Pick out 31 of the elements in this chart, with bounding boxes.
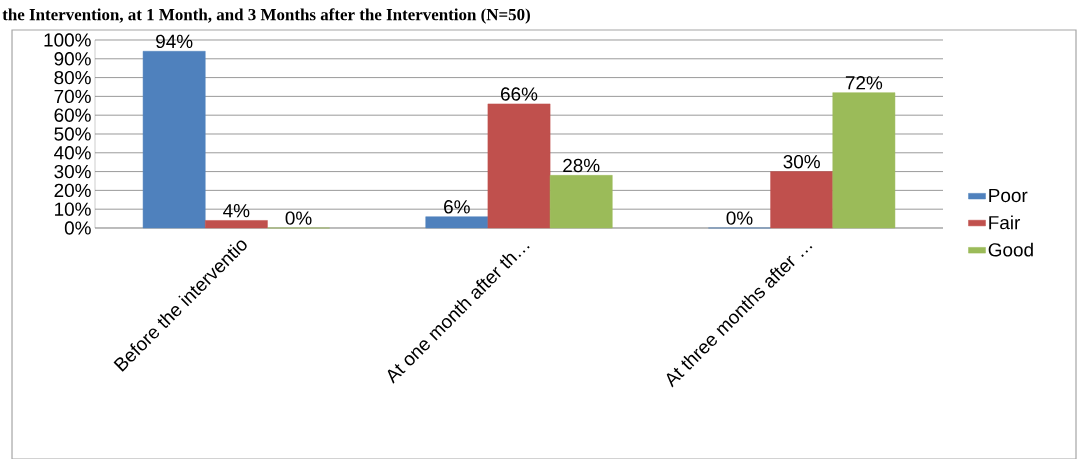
legend-label: Poor (989, 188, 1028, 203)
bar (205, 220, 268, 229)
bar (425, 216, 489, 229)
y-tick-label: 50% (54, 127, 91, 141)
y-tick-label: 100% (44, 33, 91, 47)
data-label: 6% (444, 200, 470, 214)
data-label: 30% (783, 154, 820, 169)
data-label: 94% (156, 34, 193, 49)
bar (549, 175, 613, 229)
bar (832, 92, 896, 229)
y-tick-label: 60% (54, 108, 91, 122)
y-tick-label: 80% (54, 70, 91, 85)
legend-label: Fair (989, 215, 1021, 230)
y-tick-label: 30% (54, 164, 91, 179)
y-tick-label: 20% (54, 183, 91, 198)
data-label: 0% (285, 211, 312, 225)
bar (487, 103, 551, 229)
data-label: 4% (223, 204, 250, 218)
data-label: 66% (501, 87, 538, 101)
data-label: 28% (563, 158, 600, 173)
bar (770, 171, 834, 229)
y-tick-label: 70% (54, 89, 91, 104)
data-label: 72% (845, 76, 883, 90)
y-tick-label: 10% (55, 202, 91, 216)
data-label: 0% (726, 211, 753, 225)
y-tick-label: 90% (54, 52, 91, 66)
legend-label: Good (988, 242, 1033, 257)
y-tick-label: 40% (54, 146, 91, 160)
bar (142, 51, 206, 229)
y-tick-label: 0% (64, 221, 91, 235)
chart-title: the Intervention, at 1 Month, and 3 Months after the Intervention (N=50) (2, 8, 530, 24)
